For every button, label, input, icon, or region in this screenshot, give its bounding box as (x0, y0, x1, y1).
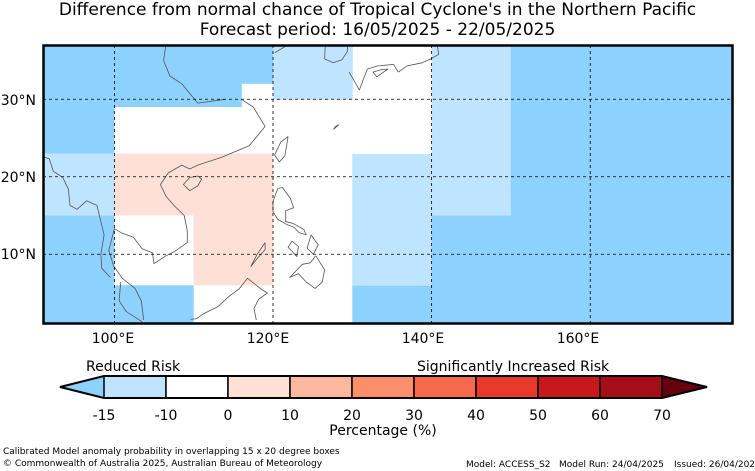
lon-tick-160: 160°E (557, 331, 600, 347)
lon-tick-120: 120°E (247, 331, 290, 347)
lat-tick-20: 20°N (1, 170, 36, 186)
latitude-labels: 30°N 20°N 10°N (1, 93, 36, 263)
coastline (289, 255, 326, 289)
colorbar-segment (165, 375, 229, 399)
colorbar-high-extend (662, 376, 707, 398)
colorbar-label-reduced: Reduced Risk (86, 359, 181, 375)
probability-cell (510, 45, 734, 325)
colorbar-label-increased: Significantly Increased Risk (417, 359, 610, 375)
cb-tick: 0 (224, 408, 233, 424)
cb-tick: -10 (155, 408, 178, 424)
colorbar-low-extend (60, 376, 104, 398)
coastline (274, 136, 289, 163)
probability-cell (352, 99, 433, 155)
cb-tick: 70 (653, 408, 671, 424)
colorbar-segment (227, 375, 291, 399)
cb-tick: 10 (281, 408, 299, 424)
lon-tick-100: 100°E (92, 331, 135, 347)
graticule (43, 45, 733, 324)
footer-method-note: Calibrated Model anomaly probability in … (3, 447, 340, 457)
probability-cell (352, 285, 433, 325)
cb-tick: 20 (343, 408, 361, 424)
footer-model: Model: ACCESS_S2 (466, 460, 551, 470)
colorbar-segment (413, 375, 477, 399)
coastline (182, 175, 203, 192)
colorbar-segment (599, 375, 663, 399)
probability-cell (114, 153, 274, 216)
footer-issued: Issued: 26/04/2025 (674, 460, 755, 470)
map-title-line1: Difference from normal chance of Tropica… (58, 0, 697, 20)
probability-cell (114, 285, 195, 325)
coastline (272, 187, 307, 236)
colorbar-segment (537, 375, 601, 399)
colorbar-tick-labels: -15 -10 0 10 20 30 40 50 60 70 (93, 408, 671, 424)
map-frame (42, 44, 734, 325)
colorbar-segment (475, 375, 539, 399)
colorbar-xlabel: Percentage (%) (329, 423, 436, 439)
cb-tick: -15 (93, 408, 116, 424)
probability-cell (114, 83, 242, 108)
probability-cell (43, 83, 115, 155)
lat-tick-30: 30°N (1, 93, 36, 109)
lat-tick-10: 10°N (1, 247, 36, 263)
probability-cell (43, 153, 115, 216)
probability-cell (352, 45, 433, 100)
longitude-labels: 100°E 120°E 140°E 160°E (92, 331, 600, 347)
probability-cell (43, 215, 115, 325)
coastline (108, 98, 266, 321)
coastlines (42, 44, 440, 323)
coastline (348, 44, 440, 91)
lon-tick-140: 140°E (402, 331, 445, 347)
colorbar-segment (103, 375, 167, 399)
coastline (118, 282, 143, 323)
probability-cell (114, 107, 353, 154)
coastline (42, 156, 111, 278)
colorbar-segment (289, 375, 353, 399)
footer-model-run: Model Run: 24/04/2025 (559, 460, 664, 470)
coastline (324, 44, 349, 64)
colorbar-outline (59, 375, 708, 399)
probability-cell (193, 285, 274, 325)
coastline (163, 44, 226, 104)
footer-copyright: © Commonwealth of Australia 2025, Austra… (3, 459, 323, 469)
coastline (250, 242, 266, 268)
probability-cell (273, 215, 353, 325)
probability-cell (273, 153, 353, 216)
cb-tick: 60 (591, 408, 609, 424)
cb-tick: 30 (405, 408, 423, 424)
cb-tick: 50 (529, 408, 547, 424)
probability-cell (273, 45, 353, 100)
map-title-line2: Forecast period: 16/05/2025 - 22/05/2025 (199, 20, 556, 40)
colorbar: Reduced Risk Significantly Increased Ris… (59, 359, 708, 439)
coastline (372, 68, 389, 78)
probability-cell (193, 215, 274, 286)
colorbar-segment (351, 375, 415, 399)
coastline (332, 124, 340, 130)
colorbar-segments (103, 375, 663, 399)
probability-cell (431, 215, 512, 325)
probability-cell (431, 45, 512, 216)
probability-cells (43, 45, 734, 325)
coastline (190, 277, 268, 321)
probability-cell (114, 215, 195, 286)
probability-cell (352, 153, 433, 286)
cb-tick: 40 (467, 408, 485, 424)
coastline (287, 240, 299, 258)
